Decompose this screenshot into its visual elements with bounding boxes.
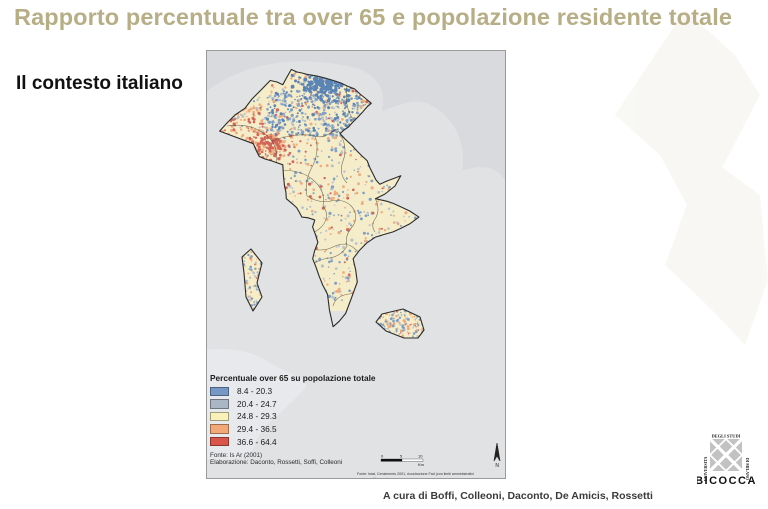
svg-text:DEGLI STUDI: DEGLI STUDI	[712, 434, 741, 439]
svg-text:non recenti): non recenti)	[357, 477, 376, 479]
svg-text:BICOCCA: BICOCCA	[697, 475, 755, 487]
svg-text:N: N	[495, 463, 499, 469]
svg-text:10: 10	[418, 454, 423, 459]
svg-text:Fonte: Istat, Censimento 2001,: Fonte: Istat, Censimento 2001, ricostruz…	[357, 472, 474, 476]
svg-text:Km: Km	[418, 462, 425, 467]
